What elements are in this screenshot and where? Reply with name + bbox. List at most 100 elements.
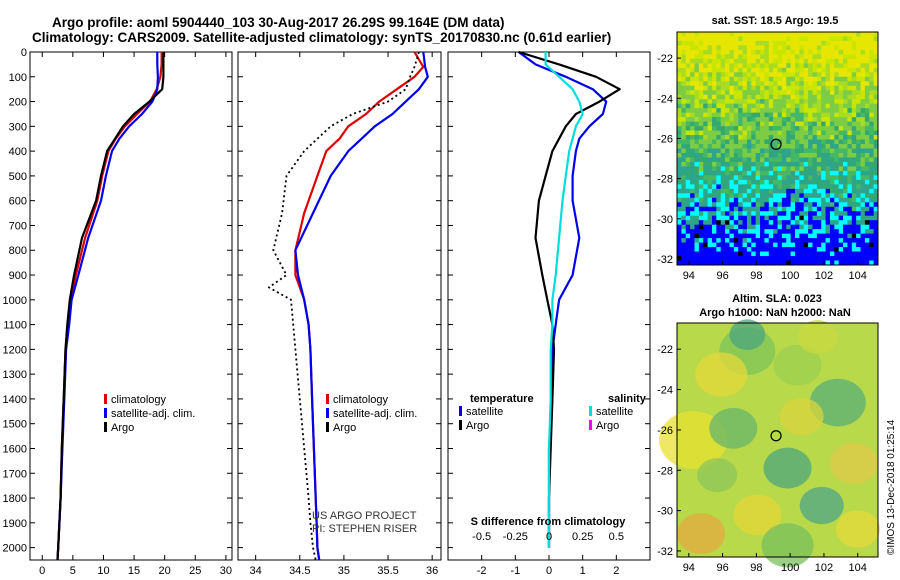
x-tick-label: 30 — [220, 565, 232, 577]
series-line-s-satellite — [544, 52, 584, 548]
sst-map-frame — [676, 31, 879, 266]
map-y-tick-label: -32 — [657, 546, 673, 558]
copyright-credit: ©IMOS 13-Dec-2018 01:25:14 — [886, 419, 897, 555]
title-line-2: Climatology: CARS2009. Satellite-adjuste… — [32, 30, 611, 45]
sla-blob — [761, 523, 814, 568]
series-line-satellite-adj-clim- — [294, 51, 429, 561]
legend-title-salinity: salinity — [608, 393, 647, 405]
map-y-tick-label: -24 — [657, 385, 673, 397]
x-tick-label: -1 — [510, 565, 520, 577]
sla-blob — [799, 486, 844, 525]
y-tick-label: 700 — [9, 220, 27, 232]
map-y-tick-label: -30 — [657, 214, 673, 226]
y-tick-label: 1100 — [3, 320, 27, 332]
legend-swatch — [589, 406, 592, 416]
map-y-tick-label: -28 — [657, 174, 673, 186]
legend-title-temperature: temperature — [470, 393, 534, 405]
x-tick-label-s-difference: 0.5 — [609, 531, 624, 543]
series-line-argo — [267, 51, 420, 561]
map-x-tick-label: 94 — [683, 270, 695, 282]
legend-swatch — [459, 420, 462, 430]
legend-label-salinity-diff: Argo — [596, 420, 619, 432]
sla-blob — [729, 319, 766, 351]
title-line-1: Argo profile: aoml 5904440_103 30-Aug-20… — [52, 15, 504, 30]
legend-swatch — [326, 422, 329, 432]
map-y-tick-label: -22 — [657, 53, 673, 65]
sla-blob — [695, 352, 748, 397]
map-x-tick-label: 94 — [683, 562, 695, 574]
x-tick-label: 1 — [580, 565, 586, 577]
x-tick-label: 0 — [546, 565, 552, 577]
y-tick-label: 2000 — [3, 543, 27, 555]
legend-swatch — [104, 422, 107, 432]
y-tick-label: 1800 — [3, 493, 27, 505]
legend-swatch — [326, 394, 329, 404]
x-tick-label: 20 — [159, 565, 171, 577]
x-tick-label: 15 — [128, 565, 140, 577]
y-tick-label: 1300 — [3, 369, 27, 381]
x-tick-label: 5 — [70, 565, 76, 577]
plot-frame-temperature — [29, 51, 233, 561]
sla-blob — [829, 443, 878, 484]
sla-blob — [709, 407, 758, 449]
legend-swatch — [104, 408, 107, 418]
map-y-tick-label: -26 — [657, 133, 673, 145]
map-y-tick-label: -26 — [657, 425, 673, 437]
sst-map-title: sat. SST: 18.5 Argo: 19.5 — [712, 15, 839, 27]
x-tick-label: 2 — [613, 565, 619, 577]
map-x-tick-label: 100 — [781, 270, 799, 282]
watermark-line-1: US ARGO PROJECT — [312, 510, 417, 522]
sla-map-title: Altim. SLA: 0.023 — [732, 293, 822, 305]
y-tick-label: 200 — [9, 97, 27, 109]
x-tick-label-s-difference: -0.25 — [503, 531, 528, 543]
y-tick-label: 600 — [9, 196, 27, 208]
sla-blob — [835, 510, 880, 548]
sla-blob — [779, 397, 824, 436]
x-tick-label: 36 — [426, 565, 438, 577]
watermark-line-2: PI: STEPHEN RISER — [312, 523, 417, 535]
x-tick-label: 0 — [39, 565, 45, 577]
map-x-tick-label: 102 — [815, 270, 833, 282]
y-tick-label: 400 — [9, 146, 27, 158]
y-tick-label: 1600 — [3, 443, 27, 455]
y-tick-label: 0 — [21, 47, 27, 59]
legend-label-salinity: climatology — [333, 394, 389, 406]
map-x-tick-label: 104 — [849, 270, 867, 282]
y-tick-label: 900 — [9, 270, 27, 282]
plot-frame-salinity — [237, 51, 442, 561]
map-x-tick-label: 96 — [716, 270, 728, 282]
x-tick-label: 34 — [250, 565, 262, 577]
sla-blob — [763, 447, 812, 489]
y-tick-label: 1700 — [3, 468, 27, 480]
x-axis-label-s-difference: S difference from climatology — [471, 516, 627, 528]
legend-label-temperature: climatology — [111, 394, 167, 406]
y-tick-label: 1500 — [3, 419, 27, 431]
sla-blob — [697, 458, 738, 493]
map-x-tick-label: 100 — [781, 562, 799, 574]
legend-label-temperature: Argo — [111, 422, 134, 434]
map-x-tick-label: 102 — [815, 562, 833, 574]
sla-blob — [797, 320, 838, 355]
map-y-tick-label: -30 — [657, 506, 673, 518]
y-tick-label: 1400 — [3, 394, 27, 406]
argo-position-marker — [770, 138, 782, 150]
legend-swatch — [459, 406, 462, 416]
y-tick-label: 1000 — [3, 295, 27, 307]
map-y-tick-label: -22 — [657, 344, 673, 356]
legend-label-salinity: Argo — [333, 422, 356, 434]
series-line-t-argo — [518, 50, 621, 548]
sla-blob — [773, 344, 822, 386]
legend-swatch — [326, 408, 329, 418]
x-tick-label: 35 — [338, 565, 350, 577]
map-x-tick-label: 104 — [849, 562, 867, 574]
legend-swatch — [589, 420, 592, 430]
map-x-tick-label: 98 — [750, 270, 762, 282]
map-x-tick-label: 96 — [716, 562, 728, 574]
y-tick-label: 800 — [9, 245, 27, 257]
x-tick-label-s-difference: 0 — [546, 531, 552, 543]
sla-blob — [809, 378, 866, 427]
legend-label-temperature-diff: Argo — [466, 420, 489, 432]
sla-map-subtitle: Argo h1000: NaN h2000: NaN — [699, 307, 851, 319]
